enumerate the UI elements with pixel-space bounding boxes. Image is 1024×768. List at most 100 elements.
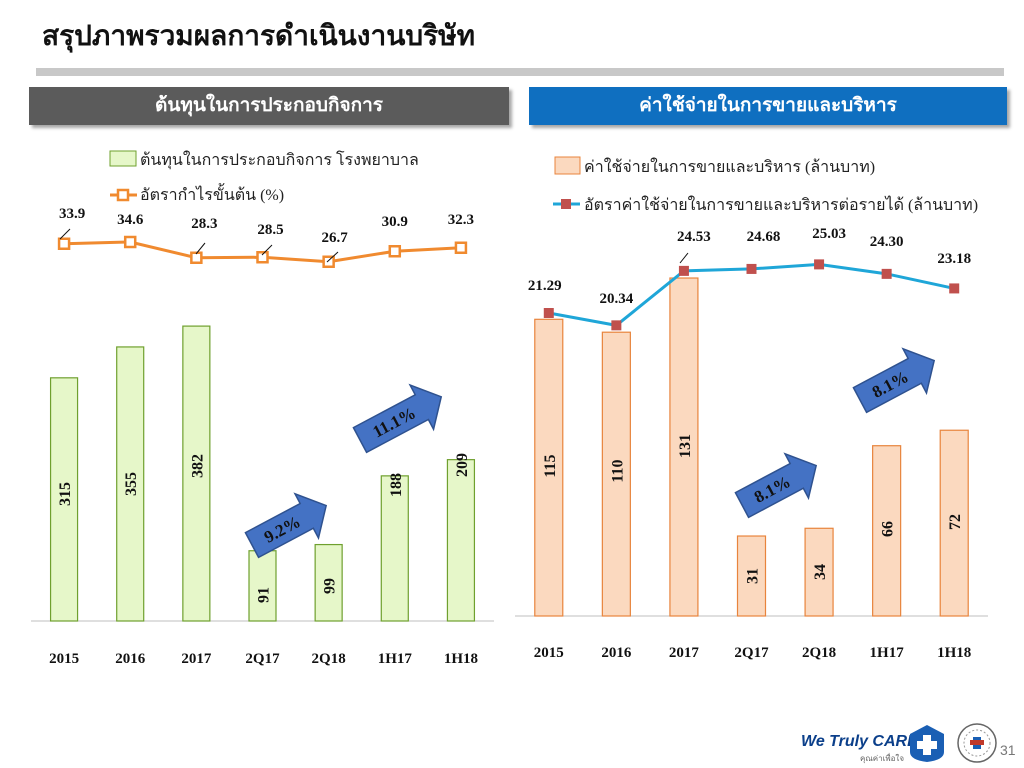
bar — [248, 550, 277, 622]
line-value-label: 33.9 — [59, 206, 85, 222]
label-leader-line — [679, 252, 689, 264]
label-leader-line — [195, 242, 206, 255]
growth-arrow: 9.2% — [244, 492, 328, 559]
category-label: 2Q17 — [245, 651, 280, 667]
arrow-shape — [734, 452, 818, 519]
line-value-label: 34.6 — [117, 212, 144, 228]
line-value-label: 28.5 — [257, 222, 283, 238]
line-value-label: 24.53 — [677, 229, 711, 245]
bar — [804, 527, 834, 617]
bar-value-label: 66 — [880, 521, 897, 537]
bar — [116, 346, 145, 622]
line-value-label: 25.03 — [812, 226, 846, 242]
bar-value-label: 188 — [388, 473, 405, 497]
category-label: 1H18 — [444, 651, 478, 667]
title-underline — [36, 68, 1004, 76]
bar-value-label: 115 — [542, 454, 559, 477]
left-panel-header: ต้นทุนในการประกอบกิจการ — [29, 87, 509, 125]
right-legend-bar-label: ค่าใช้จ่ายในการขายและบริหาร (ล้านบาท) — [584, 157, 875, 176]
hospital-cross-logo-icon — [910, 725, 944, 762]
line-value-label: 30.9 — [382, 214, 408, 230]
bar-value-label: 31 — [745, 568, 762, 584]
line-value-label: 32.3 — [448, 212, 474, 228]
line-value-label: 26.7 — [322, 230, 349, 246]
logo-subtext: คุณค่าเพื่อใจ — [860, 754, 905, 763]
line-marker — [881, 268, 892, 279]
bar — [446, 459, 476, 622]
left-legend-line-marker — [116, 188, 130, 202]
bar — [872, 445, 902, 617]
arrow-shape — [852, 347, 936, 414]
arrow-shape — [244, 492, 328, 559]
line-value-label: 20.34 — [599, 291, 633, 307]
line-value-label: 23.18 — [937, 251, 971, 267]
label-leader-line — [59, 228, 71, 240]
category-label: 1H18 — [937, 645, 971, 661]
page-number: 31 — [1000, 742, 1016, 758]
line-marker — [678, 265, 689, 276]
left-legend-line-label: อัตรากำไรขั้นต้น (%) — [140, 183, 284, 204]
right-legend-bar-swatch — [554, 156, 581, 175]
line-value-label: 24.68 — [747, 229, 781, 245]
bar-value-label: 131 — [677, 434, 694, 458]
line-marker — [256, 251, 269, 264]
left-chart: 315 2015 355 2016 382 2017 91 2Q17 99 2Q18 188 1H17… — [31, 206, 494, 667]
line-marker — [746, 263, 757, 274]
bar — [736, 535, 767, 617]
category-label: 2Q18 — [802, 645, 836, 661]
line-value-label: 24.30 — [870, 234, 904, 250]
category-label: 2Q18 — [312, 651, 346, 667]
bar — [669, 277, 699, 617]
category-label: 2017 — [669, 645, 700, 661]
line-marker — [543, 308, 554, 318]
category-label: 2016 — [601, 645, 632, 661]
label-leader-line — [261, 244, 273, 256]
page-title: สรุปภาพรวมผลการดำเนินงานบริษัท — [42, 21, 476, 52]
bar-value-label: 91 — [256, 587, 273, 603]
bar-value-label: 382 — [189, 454, 206, 478]
growth-arrow: 8.1% — [852, 347, 936, 414]
line-marker — [949, 283, 960, 294]
bar-value-label: 355 — [123, 472, 140, 496]
category-label: 1H17 — [870, 645, 905, 661]
category-label: 2016 — [115, 651, 146, 667]
category-label: 2015 — [49, 651, 79, 667]
bar-value-label: 209 — [454, 453, 471, 477]
bar — [380, 475, 409, 622]
line-marker — [454, 241, 468, 254]
left-legend-bar-swatch — [109, 150, 137, 167]
label-leader-line — [326, 251, 339, 263]
bar-value-label: 315 — [57, 482, 74, 506]
line-marker — [190, 251, 203, 264]
right-panel-header: ค่าใช้จ่ายในการขายและบริหาร — [529, 87, 1007, 125]
right-chart: 115 2015 110 2016 131 2017 31 2Q17 34 2Q18 66 1H17 7… — [515, 226, 988, 661]
bar — [601, 331, 631, 617]
bar — [182, 325, 211, 622]
bar-value-label: 110 — [609, 459, 626, 482]
category-label: 2017 — [181, 651, 212, 667]
growth-arrow: 11.1% — [352, 383, 443, 454]
bar-value-label: 72 — [947, 514, 964, 530]
bar-value-label: 34 — [812, 564, 829, 580]
line-marker — [388, 245, 402, 258]
line-marker — [123, 235, 137, 249]
accreditation-seal-icon — [957, 723, 997, 763]
line-marker — [322, 255, 335, 268]
we-truly-care-logo: We Truly CARE — [801, 733, 918, 750]
line-value-label: 21.29 — [528, 278, 562, 294]
bar-value-label: 99 — [322, 578, 339, 594]
category-label: 2Q17 — [734, 645, 769, 661]
arrow-shape — [352, 383, 443, 454]
left-legend-bar-label: ต้นทุนในการประกอบกิจการ โรงพยาบาล — [140, 150, 419, 170]
category-label: 1H17 — [378, 651, 413, 667]
growth-arrow: 8.1% — [734, 452, 818, 519]
bar — [49, 377, 79, 622]
line-marker — [611, 320, 622, 331]
bar — [314, 543, 343, 622]
right-legend-line-marker — [561, 199, 571, 209]
line-marker — [814, 259, 825, 270]
right-legend-line-label: อัตราค่าใช้จ่ายในการขายและบริหารต่อรายได… — [584, 195, 978, 214]
bar — [534, 318, 564, 617]
bar — [939, 429, 969, 617]
